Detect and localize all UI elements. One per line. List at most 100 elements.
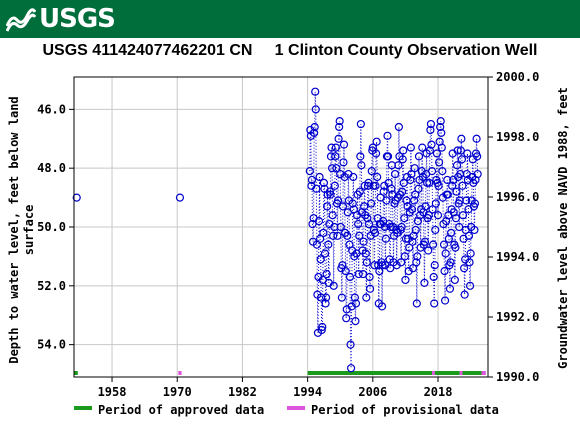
data-point[interactable] [359, 237, 368, 246]
data-point[interactable] [326, 190, 335, 199]
data-point[interactable] [394, 161, 403, 170]
data-point[interactable] [364, 219, 374, 229]
data-point[interactable] [430, 261, 439, 270]
data-point[interactable] [311, 87, 320, 96]
data-point[interactable] [452, 187, 461, 196]
data-point[interactable] [311, 105, 320, 114]
data-point[interactable] [361, 249, 370, 258]
data-point[interactable] [398, 155, 407, 164]
data-point[interactable] [351, 299, 361, 308]
data-point[interactable] [356, 119, 365, 129]
data-point[interactable] [327, 143, 336, 152]
usgs-logo[interactable]: USGS [6, 4, 116, 34]
data-point[interactable] [343, 231, 352, 240]
data-point[interactable] [420, 237, 430, 246]
data-point[interactable] [458, 211, 468, 220]
data-point[interactable] [421, 202, 430, 211]
data-point[interactable] [406, 175, 415, 185]
data-point[interactable] [455, 222, 464, 232]
data-point[interactable] [414, 152, 424, 161]
data-point[interactable] [366, 284, 375, 293]
data-point[interactable] [330, 181, 339, 190]
data-point[interactable] [350, 293, 359, 302]
data-point[interactable] [336, 222, 345, 232]
data-point[interactable] [426, 125, 435, 135]
data-point[interactable] [335, 117, 344, 126]
data-point[interactable] [370, 261, 379, 270]
data-point[interactable] [328, 211, 337, 220]
data-point[interactable] [370, 228, 380, 237]
data-point[interactable] [472, 134, 481, 143]
data-point[interactable] [473, 152, 482, 161]
data-point[interactable] [464, 231, 474, 240]
data-point[interactable] [402, 196, 411, 205]
data-point[interactable] [354, 269, 363, 279]
data-point[interactable] [345, 272, 355, 282]
data-point[interactable] [434, 181, 443, 190]
data-point[interactable] [446, 258, 455, 267]
data-point[interactable] [463, 149, 472, 158]
data-point[interactable] [420, 278, 429, 287]
data-point[interactable] [362, 258, 371, 267]
data-point[interactable] [400, 252, 409, 261]
data-point[interactable] [462, 196, 471, 205]
data-point[interactable] [327, 164, 337, 173]
data-point[interactable] [410, 196, 419, 205]
data-point[interactable] [308, 219, 317, 229]
data-point[interactable] [412, 258, 421, 267]
data-point[interactable] [317, 325, 326, 335]
data-point[interactable] [429, 240, 438, 249]
data-point[interactable] [362, 293, 371, 302]
data-point[interactable] [427, 167, 437, 176]
data-point[interactable] [387, 184, 396, 193]
data-point[interactable] [459, 264, 469, 273]
data-point[interactable] [373, 172, 382, 182]
data-point[interactable] [439, 240, 449, 249]
data-point[interactable] [351, 317, 360, 326]
data-point[interactable] [348, 199, 357, 208]
data-point[interactable] [437, 128, 446, 137]
data-point[interactable] [445, 284, 455, 293]
data-point[interactable] [425, 146, 434, 155]
data-point[interactable] [470, 199, 480, 208]
data-point[interactable] [396, 258, 406, 267]
data-point[interactable] [446, 228, 456, 237]
data-point[interactable] [433, 211, 443, 220]
data-point[interactable] [470, 225, 479, 235]
data-point[interactable] [412, 299, 421, 308]
data-point[interactable] [427, 140, 436, 149]
data-point[interactable] [371, 149, 381, 158]
data-point[interactable] [410, 164, 419, 173]
data-point[interactable] [333, 196, 343, 205]
data-point[interactable] [406, 143, 415, 152]
data-point[interactable] [453, 146, 462, 155]
data-point[interactable] [315, 172, 324, 182]
data-point[interactable] [458, 181, 467, 190]
data-point[interactable] [381, 234, 390, 243]
data-point[interactable] [355, 187, 364, 196]
data-point[interactable] [333, 231, 342, 240]
data-point[interactable] [369, 181, 378, 190]
data-point[interactable] [437, 143, 446, 152]
data-point[interactable] [457, 155, 467, 164]
data-point[interactable] [371, 181, 380, 190]
data-point[interactable] [401, 234, 411, 243]
data-point[interactable] [334, 134, 343, 143]
data-point[interactable] [331, 152, 340, 161]
data-point[interactable] [408, 237, 417, 246]
data-point[interactable] [329, 231, 338, 240]
data-point[interactable] [314, 217, 324, 226]
data-point[interactable] [355, 231, 364, 240]
data-point[interactable] [432, 149, 442, 158]
data-point[interactable] [431, 199, 440, 208]
data-point[interactable] [460, 290, 469, 299]
data-point[interactable] [307, 175, 317, 185]
data-point[interactable] [349, 172, 358, 182]
data-point[interactable] [431, 225, 440, 235]
data-point[interactable] [318, 322, 327, 332]
data-point[interactable] [363, 214, 372, 223]
data-point[interactable] [331, 143, 340, 152]
data-point[interactable] [465, 281, 475, 290]
data-point[interactable] [354, 219, 363, 229]
data-point[interactable] [451, 243, 460, 252]
